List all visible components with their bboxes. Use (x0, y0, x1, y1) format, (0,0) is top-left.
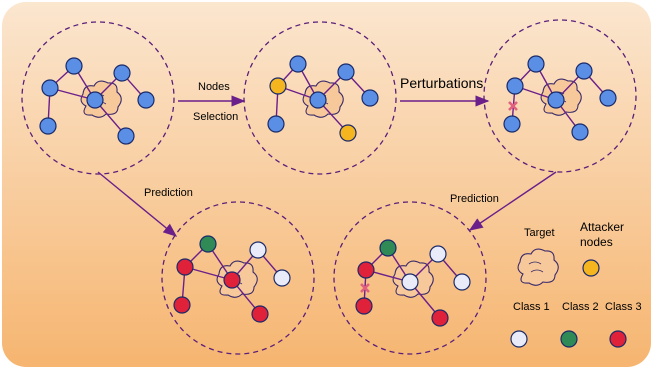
label-prediction-right: Prediction (450, 193, 499, 205)
class3-node (355, 297, 373, 315)
class2-node (199, 235, 217, 253)
class1-node (453, 273, 471, 291)
graph-prediction-clean (161, 201, 315, 355)
class1-node (273, 269, 291, 287)
perturbation-x-icon (508, 101, 518, 111)
graph-original (21, 21, 175, 175)
class3-node (431, 309, 449, 327)
legend-target-label: Target (524, 227, 555, 239)
legend: Target Attacker nodes Class 1 Class 2 Cl… (510, 220, 642, 348)
class3-node (173, 296, 191, 314)
node (337, 63, 355, 81)
class3-node (176, 258, 194, 276)
node (527, 55, 545, 73)
class3-node (223, 271, 241, 289)
node (289, 55, 307, 73)
arrow-prediction-right (468, 171, 557, 231)
node (137, 91, 155, 109)
node (361, 89, 379, 107)
legend-class2-label: Class 2 (562, 301, 599, 313)
class1-node (429, 245, 447, 263)
class1-node (249, 241, 267, 259)
legend-class1-node (510, 330, 528, 348)
graph-selected (243, 21, 397, 175)
legend-attacker-label: Attacker (580, 220, 624, 234)
class2-node (379, 239, 397, 257)
label-prediction-left: Prediction (144, 187, 193, 199)
legend-class2-node (560, 330, 578, 348)
node (547, 91, 565, 109)
legend-class3-node (609, 330, 627, 348)
attacker-node (339, 124, 357, 142)
label-perturbations: Perturbations (400, 75, 483, 91)
node (267, 115, 285, 133)
class3-node (251, 305, 269, 323)
legend-attacker-nodes-label: nodes (580, 235, 613, 249)
node (65, 57, 83, 75)
node (86, 91, 104, 109)
node (39, 117, 57, 135)
legend-class3-label: Class 3 (605, 301, 642, 313)
legend-class1-label: Class 1 (513, 301, 550, 313)
arrow-prediction-left (97, 171, 178, 237)
node (503, 115, 521, 133)
node (506, 77, 524, 95)
class1-node (401, 273, 419, 291)
node (575, 62, 593, 80)
class3-node (357, 261, 375, 279)
node (41, 79, 59, 97)
legend-attacker-node (582, 259, 600, 277)
legend-target-cloud-icon (517, 248, 559, 286)
node (117, 127, 135, 145)
perturbation-x-icon (360, 283, 370, 293)
node (571, 123, 589, 141)
label-nodes: Nodes (198, 81, 230, 93)
label-selection: Selection (193, 111, 238, 123)
graph-prediction-perturbed (333, 201, 487, 355)
node (113, 64, 131, 82)
graph-perturbed (483, 19, 637, 173)
attacker-node (269, 77, 287, 95)
node (599, 89, 617, 107)
node (309, 91, 327, 109)
